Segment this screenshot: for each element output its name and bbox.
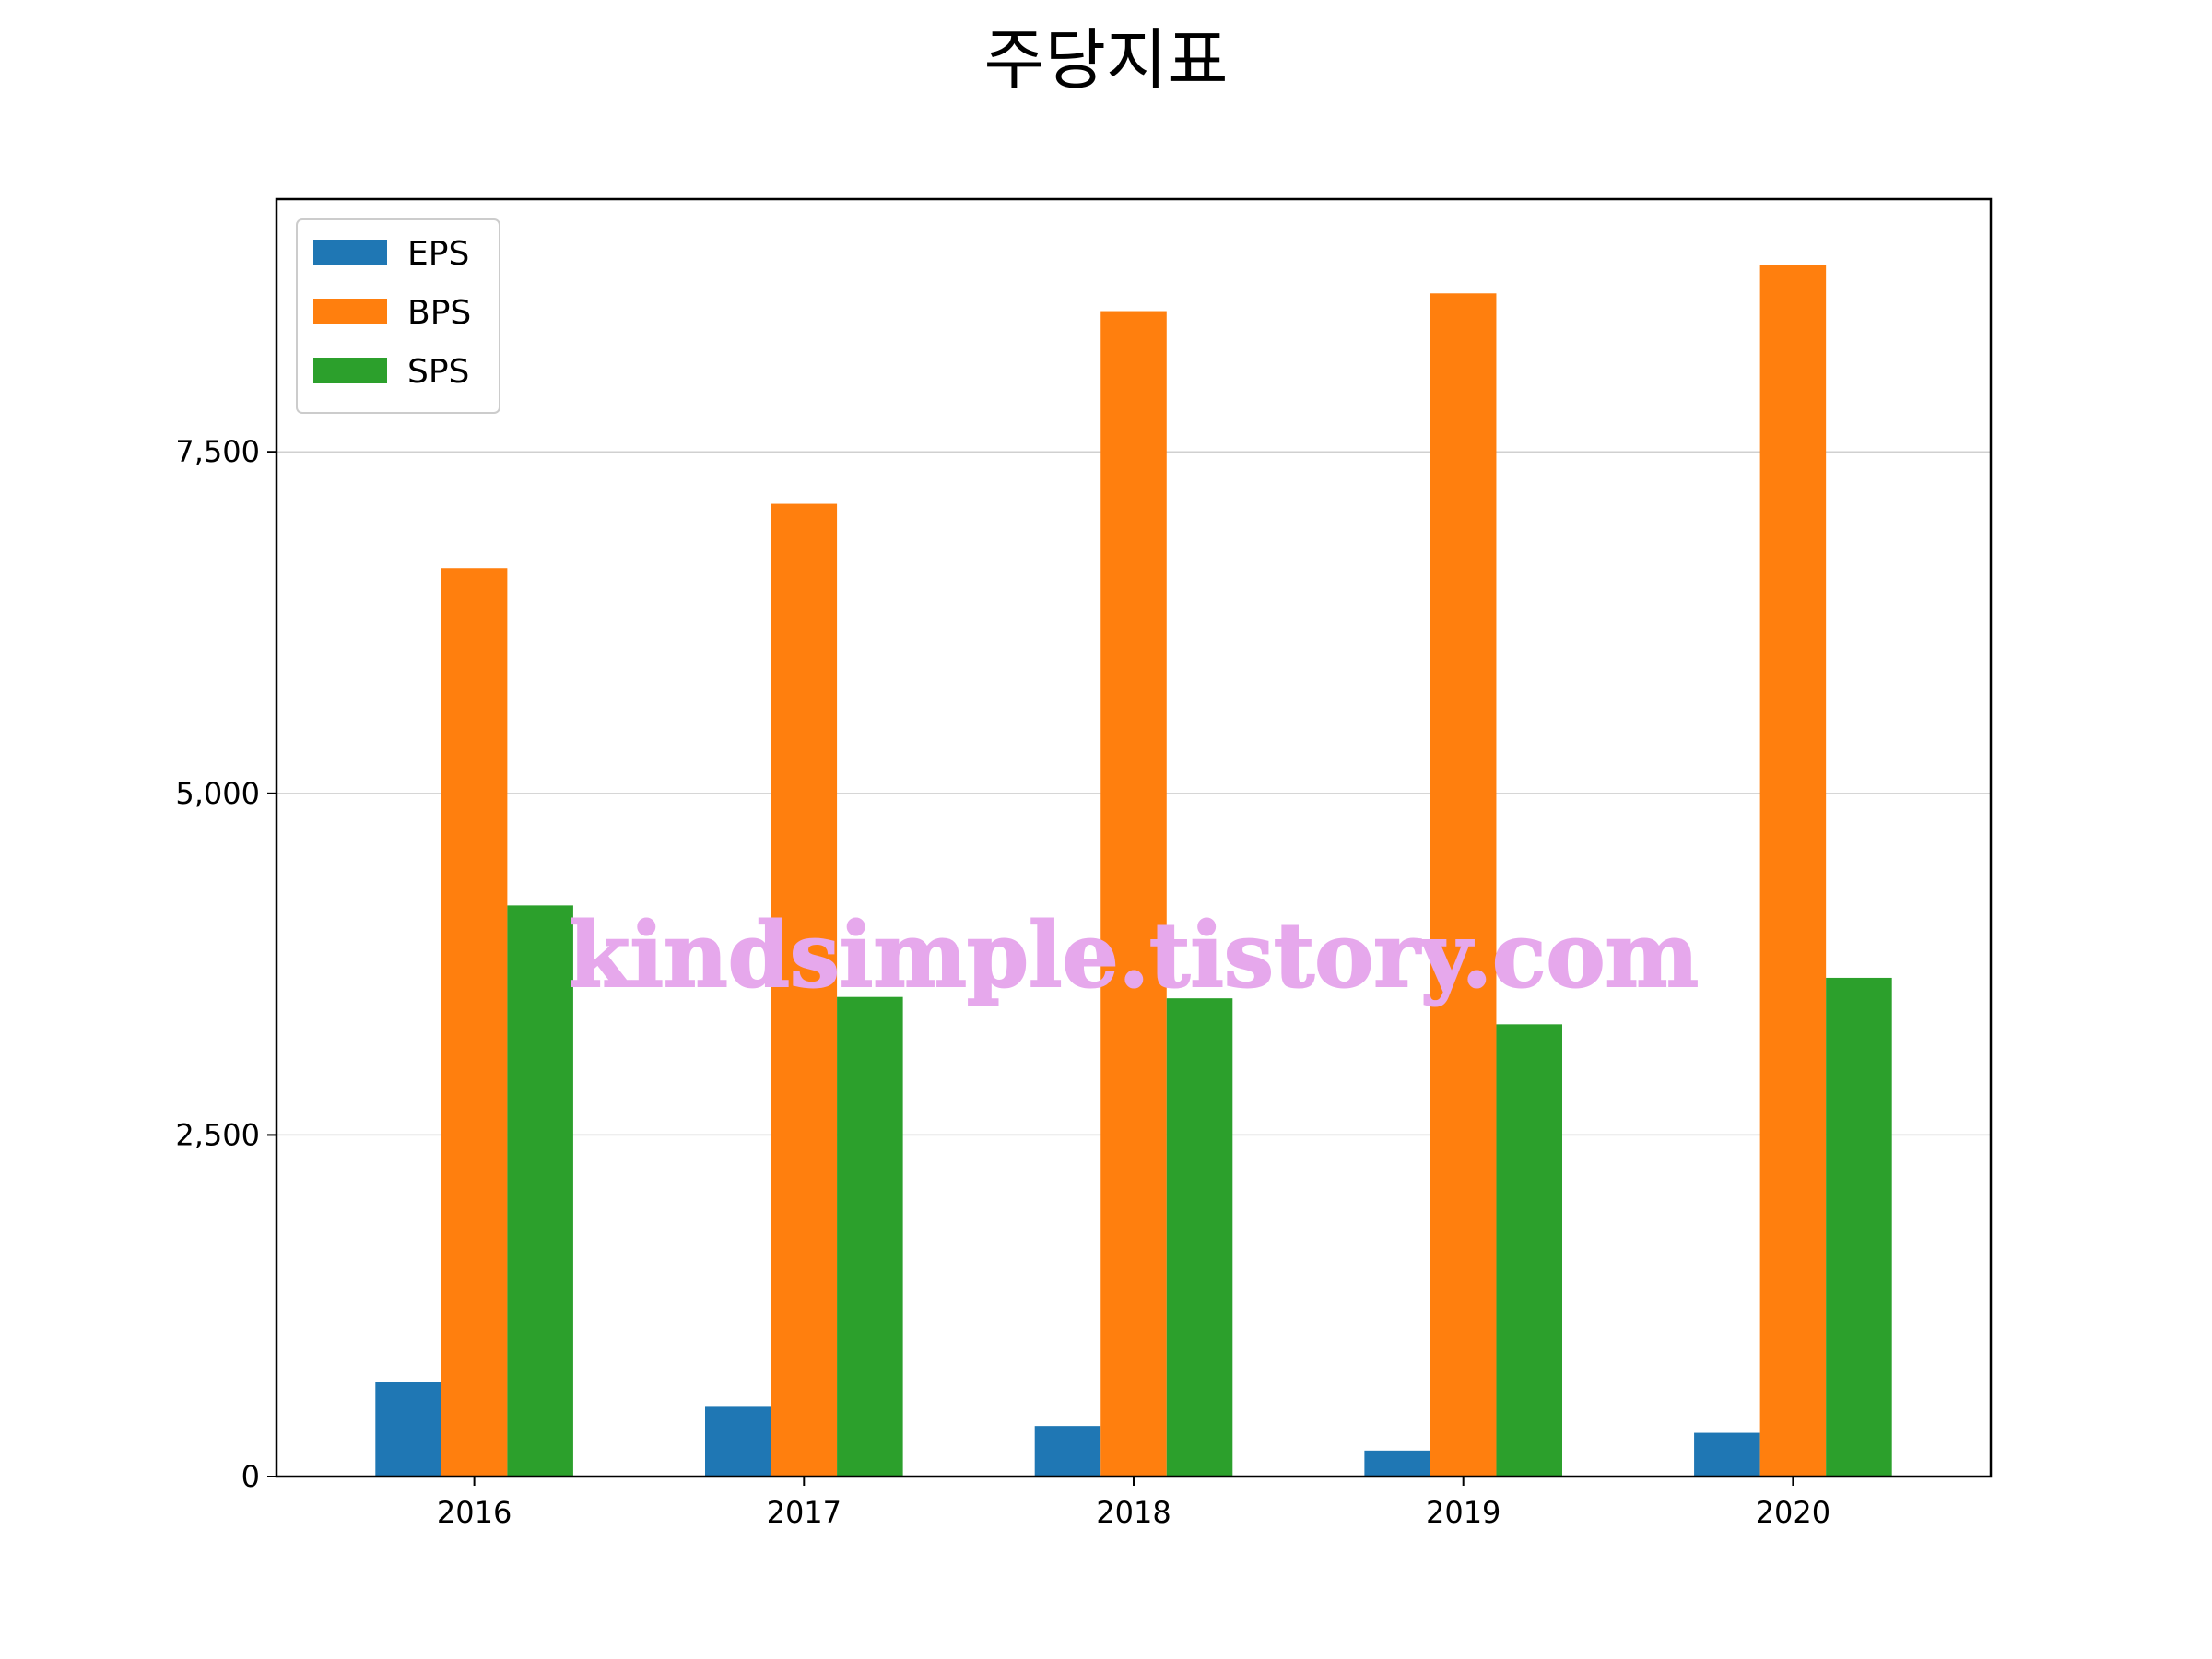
- bar-eps-2020: [1694, 1432, 1760, 1477]
- bar-sps-2018: [1166, 998, 1233, 1477]
- x-tick-label: 2019: [1426, 1495, 1500, 1530]
- bar-sps-2019: [1496, 1024, 1562, 1477]
- bar-bps-2019: [1430, 293, 1497, 1477]
- legend: EPS BPS SPS: [296, 218, 500, 414]
- bar-bps-2017: [771, 503, 838, 1477]
- x-axis: 2016 2017 2018 2019 2020: [437, 1477, 1830, 1530]
- x-tick-label: 2016: [437, 1495, 512, 1530]
- x-tick-label: 2020: [1756, 1495, 1830, 1530]
- x-tick-label: 2017: [767, 1495, 841, 1530]
- legend-label-bps: BPS: [407, 294, 471, 332]
- y-axis: 0 2,500 5,000 7,500: [175, 434, 276, 1494]
- y-tick-label: 2,500: [175, 1117, 260, 1152]
- x-tick-label: 2018: [1096, 1495, 1171, 1530]
- legend-swatch-sps: [313, 358, 387, 383]
- bar-eps-2019: [1364, 1450, 1430, 1477]
- chart-title: 주당지표: [984, 21, 1229, 99]
- bar-sps-2016: [507, 905, 573, 1477]
- watermark: kindsimple.tistory.com: [569, 903, 1699, 1007]
- legend-label-eps: EPS: [407, 235, 469, 273]
- legend-label-sps: SPS: [407, 353, 469, 391]
- legend-swatch-bps: [313, 299, 387, 324]
- bar-sps-2017: [837, 996, 903, 1477]
- bar-eps-2016: [375, 1382, 441, 1477]
- bar-bps-2016: [441, 568, 508, 1477]
- y-tick-label: 0: [241, 1459, 260, 1494]
- bars: [375, 265, 1892, 1477]
- y-tick-label: 7,500: [175, 434, 260, 469]
- y-tick-label: 5,000: [175, 776, 260, 811]
- bar-bps-2018: [1100, 311, 1167, 1477]
- bar-bps-2020: [1759, 265, 1827, 1477]
- bar-eps-2018: [1034, 1426, 1101, 1477]
- bar-sps-2020: [1826, 977, 1892, 1477]
- legend-swatch-eps: [313, 240, 387, 265]
- bar-eps-2017: [705, 1406, 771, 1477]
